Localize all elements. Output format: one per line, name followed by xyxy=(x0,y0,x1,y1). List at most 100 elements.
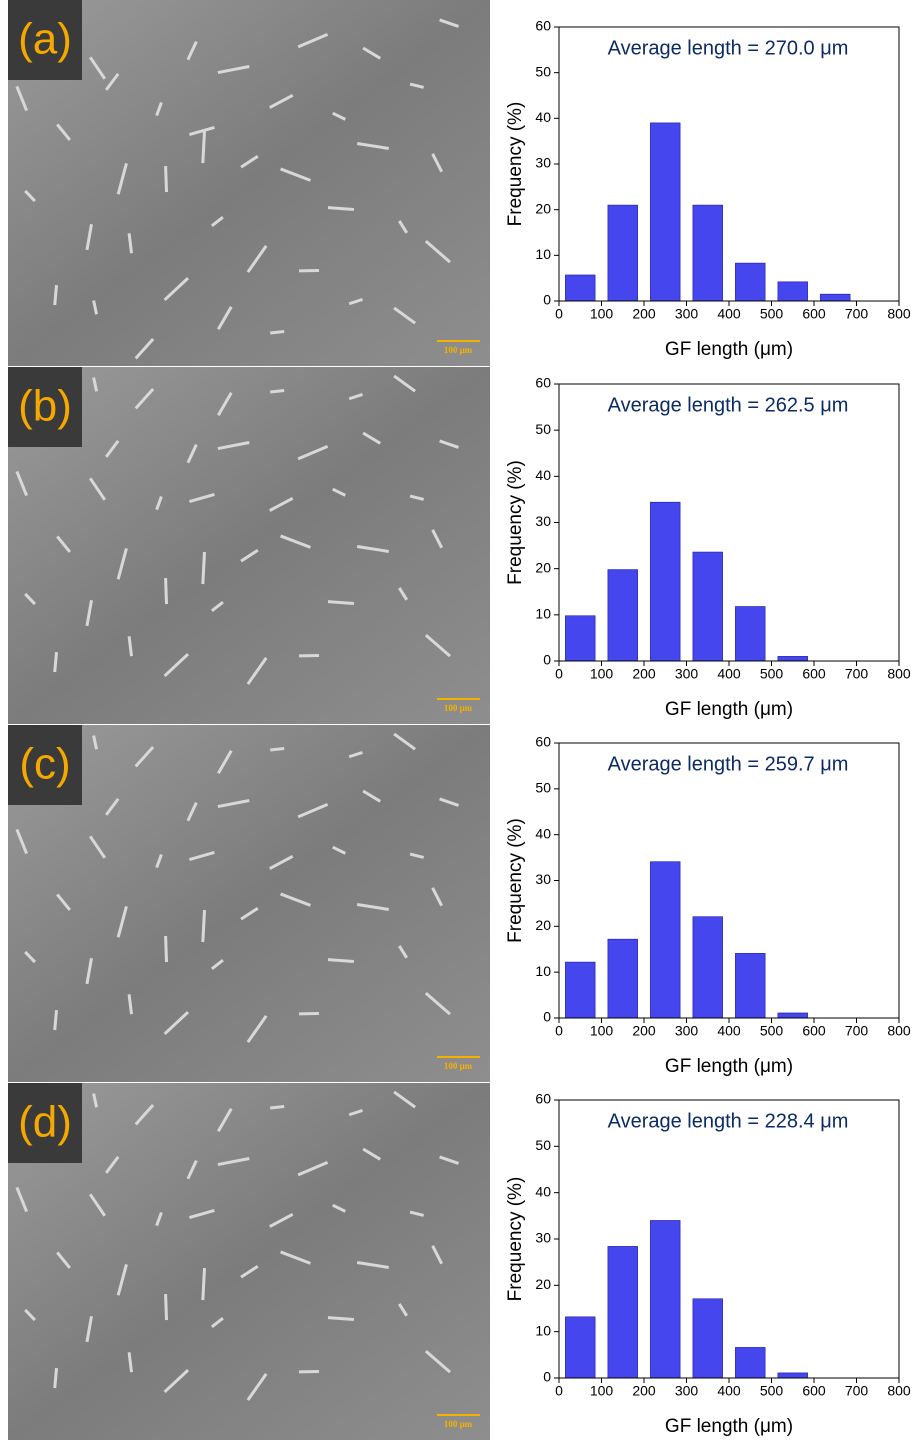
fiber xyxy=(210,216,224,227)
fiber xyxy=(439,797,460,807)
fiber xyxy=(53,1368,58,1389)
fiber xyxy=(393,732,416,751)
fiber xyxy=(246,657,268,685)
annotation: Average length = 228.4 μm xyxy=(608,1110,849,1132)
fiber xyxy=(356,902,390,911)
fiber xyxy=(362,46,381,60)
fiber xyxy=(348,751,363,759)
fiber xyxy=(134,1104,155,1126)
fiber xyxy=(270,747,285,752)
fiber xyxy=(163,1369,190,1394)
fiber xyxy=(246,1373,268,1401)
fiber xyxy=(24,950,37,964)
bar xyxy=(777,281,808,302)
x-tick-label: 800 xyxy=(887,306,911,322)
fiber xyxy=(116,905,128,938)
x-tick-label: 200 xyxy=(632,306,656,322)
fiber xyxy=(431,529,443,549)
fiber xyxy=(186,41,198,61)
fiber xyxy=(201,131,206,164)
fiber xyxy=(85,1315,93,1343)
fiber xyxy=(127,994,133,1015)
fiber xyxy=(92,1093,99,1108)
y-tick-label: 40 xyxy=(535,109,551,125)
y-tick-label: 40 xyxy=(535,825,551,841)
fiber xyxy=(164,578,169,605)
x-tick-label: 300 xyxy=(675,1383,699,1399)
fiber xyxy=(15,1186,29,1213)
x-tick-label: 600 xyxy=(802,1023,826,1039)
bar xyxy=(565,1316,596,1379)
y-tick-label: 0 xyxy=(543,1009,551,1025)
x-tick-label: 100 xyxy=(590,1383,614,1399)
fiber xyxy=(127,636,133,657)
fiber xyxy=(24,1308,37,1322)
y-tick-label: 50 xyxy=(535,421,551,437)
y-tick-label: 0 xyxy=(543,292,551,308)
fiber xyxy=(163,1011,190,1036)
plot-frame xyxy=(558,742,900,1019)
fiber xyxy=(24,592,36,606)
fiber xyxy=(155,496,163,511)
x-tick-label: 200 xyxy=(632,1023,656,1039)
x-tick-label: 400 xyxy=(717,666,741,682)
sem-image xyxy=(8,367,490,724)
fiber xyxy=(85,224,93,251)
fiber xyxy=(104,73,120,91)
fiber xyxy=(424,634,451,658)
scale-bar-label: 100 μm xyxy=(444,703,473,713)
fiber xyxy=(270,389,285,394)
fiber xyxy=(189,1208,215,1220)
x-tick-label: 400 xyxy=(717,1023,741,1039)
fiber xyxy=(186,802,198,822)
annotation: Average length = 270.0 μm xyxy=(608,37,849,59)
fiber xyxy=(201,909,206,943)
scale-bar-label: 100 μm xyxy=(444,345,473,355)
fiber xyxy=(155,1212,163,1227)
bar xyxy=(565,961,596,1019)
bar xyxy=(565,274,596,302)
x-tick-label: 600 xyxy=(802,1383,826,1399)
fiber xyxy=(24,189,36,203)
fiber xyxy=(127,1352,133,1373)
fiber xyxy=(189,125,215,137)
sem-image xyxy=(8,0,490,366)
fiber xyxy=(186,444,198,464)
x-tick-label: 500 xyxy=(760,306,784,322)
bar xyxy=(735,262,766,302)
y-axis-label: Frequency (%) xyxy=(505,818,526,943)
fiber xyxy=(269,1212,294,1228)
fiber xyxy=(210,959,224,970)
x-tick-label: 600 xyxy=(802,306,826,322)
fiber xyxy=(280,892,312,907)
fiber xyxy=(217,392,233,417)
fiber xyxy=(297,33,329,49)
fiber xyxy=(53,1010,58,1031)
y-tick-label: 40 xyxy=(535,467,551,483)
fiber xyxy=(217,65,250,75)
sem-image xyxy=(8,1083,490,1440)
y-tick-label: 60 xyxy=(535,1091,551,1107)
fiber xyxy=(240,907,259,921)
fiber xyxy=(163,653,190,678)
fiber xyxy=(270,1105,285,1110)
fiber xyxy=(409,1210,425,1217)
scale-bar-label: 100 μm xyxy=(444,1061,473,1071)
fiber xyxy=(297,803,329,819)
sem-image xyxy=(8,725,490,1082)
fiber xyxy=(201,1267,206,1301)
fiber xyxy=(299,269,320,273)
fiber xyxy=(85,600,93,627)
fiber xyxy=(362,789,381,803)
fiber xyxy=(327,958,354,963)
fiber xyxy=(116,163,128,195)
fiber xyxy=(424,992,452,1016)
bar xyxy=(777,1372,808,1379)
y-tick-label: 20 xyxy=(535,559,551,575)
fiber xyxy=(297,445,329,461)
fiber xyxy=(240,1265,259,1279)
x-tick-label: 700 xyxy=(845,306,869,322)
